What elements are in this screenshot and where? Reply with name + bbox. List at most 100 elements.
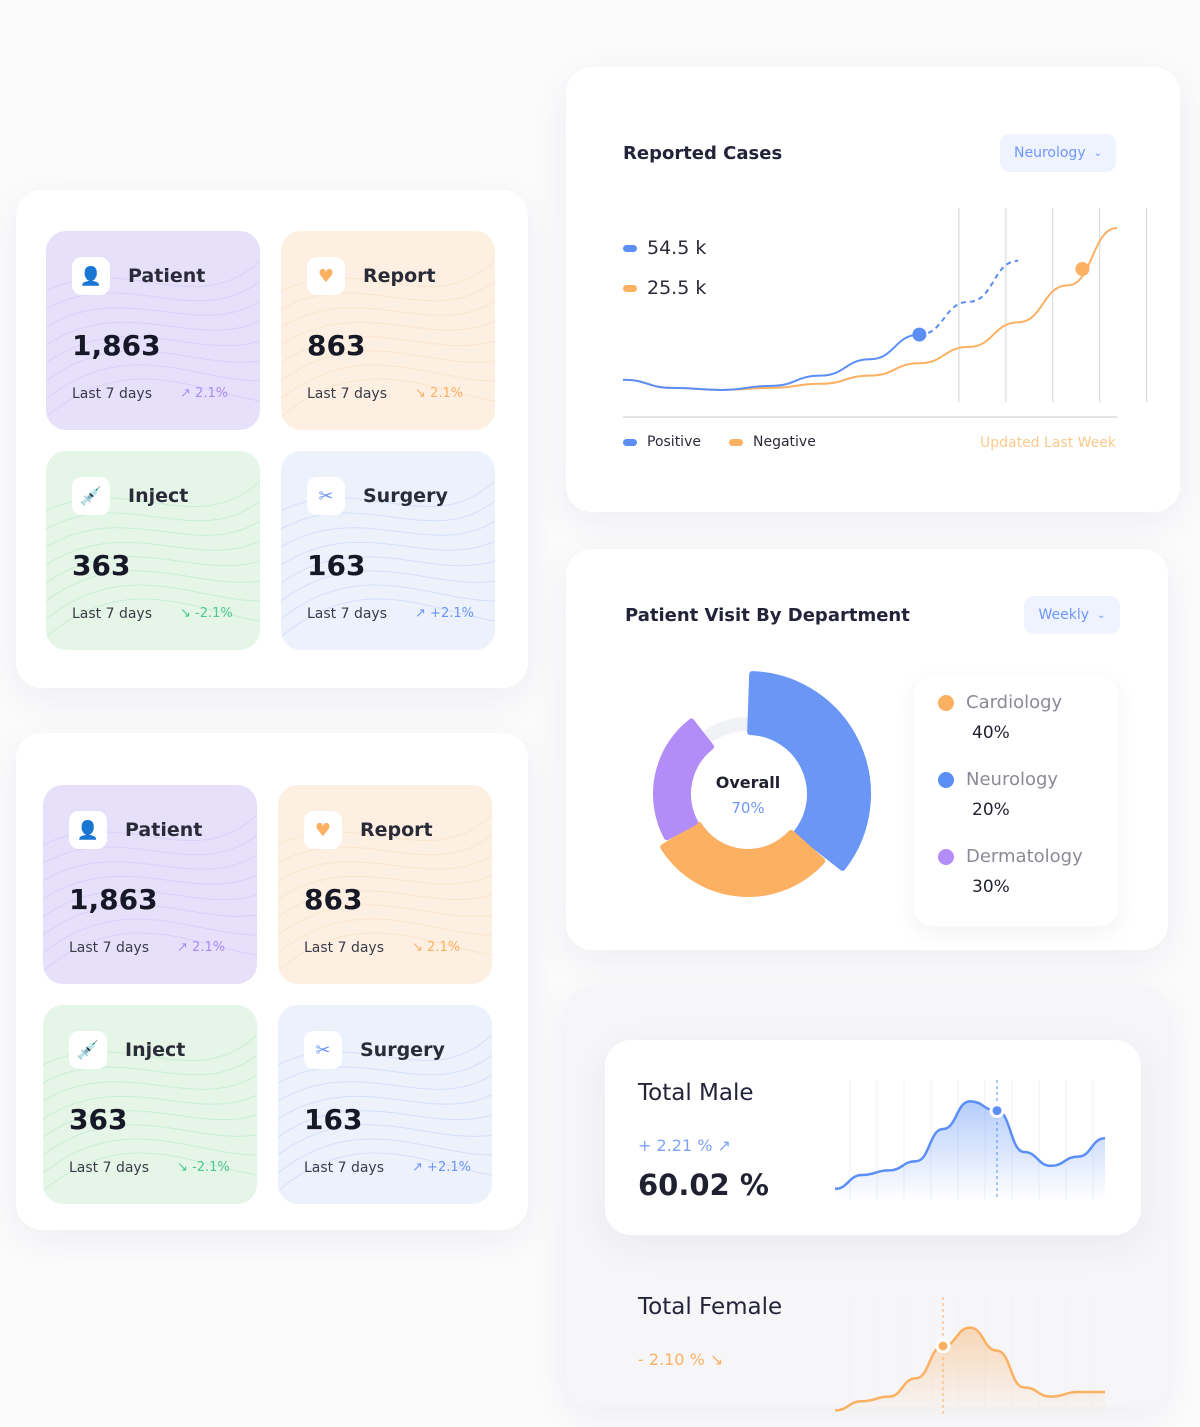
syringe-icon: 💉 xyxy=(69,1031,107,1069)
trend-up-icon: ↗ xyxy=(177,940,188,955)
tile-label: Surgery xyxy=(363,485,448,507)
reported-cases-title: Reported Cases xyxy=(623,143,783,164)
stat-tile-inject[interactable]: 💉 Inject 363 Last 7 days ↘ -2.1% xyxy=(43,1005,257,1204)
surgery-icon: ✂ xyxy=(304,1031,342,1069)
tile-value: 163 xyxy=(304,1103,363,1136)
trend-down-icon: ↘ xyxy=(415,386,426,401)
tile-label: Report xyxy=(360,819,433,841)
male-change: + 2.21 % ↗ xyxy=(638,1136,731,1155)
tile-change: ↘ -2.1% xyxy=(177,1160,230,1175)
patient-icon: 👤 xyxy=(72,257,110,295)
trend-down-icon: ↘ xyxy=(709,1350,724,1369)
department-donut-chart xyxy=(653,671,871,897)
trend-down-icon: ↘ xyxy=(177,1160,188,1175)
donut-center-label: Overall xyxy=(715,773,781,792)
slice-neurology xyxy=(747,671,871,871)
heart-hand-icon: ♥ xyxy=(304,811,342,849)
trend-up-icon: ↗ xyxy=(412,1160,423,1175)
tile-label: Patient xyxy=(128,265,206,287)
filter-value: Weekly xyxy=(1038,607,1090,623)
surgery-icon: ✂ xyxy=(307,477,345,515)
updated-label: Updated Last Week xyxy=(979,435,1116,451)
tile-value: 363 xyxy=(72,549,131,582)
male-title: Total Male xyxy=(638,1080,754,1106)
tile-change: ↗ 2.1% xyxy=(180,386,229,401)
stats-card-1: 👤 Patient 1,863 Last 7 days ↗ 2.1% ♥ Rep… xyxy=(16,190,528,688)
tile-period: Last 7 days xyxy=(72,606,153,622)
department-filter-dropdown[interactable]: Neurology ⌄ xyxy=(1000,134,1116,172)
stat-tile-inject[interactable]: 💉 Inject 363 Last 7 days ↘ -2.1% xyxy=(46,451,260,650)
male-area-chart xyxy=(835,1080,1106,1200)
legend-positive: Positive xyxy=(623,434,701,450)
tile-value: 363 xyxy=(69,1103,128,1136)
female-title: Total Female xyxy=(638,1294,783,1320)
tile-value: 863 xyxy=(304,883,363,916)
trend-up-icon: ↗ xyxy=(717,1136,731,1155)
gender-card: Total Male + 2.21 % ↗ 60.02 % Total Fema… xyxy=(566,987,1168,1417)
positive-line xyxy=(622,333,920,391)
tile-label: Inject xyxy=(125,1039,186,1061)
department-item-cardiology: Cardiology 40% xyxy=(938,692,1062,743)
patient-visit-card: Patient Visit By Department Weekly ⌄ Over… xyxy=(566,549,1168,950)
area-fill xyxy=(835,1327,1105,1417)
tile-change: ↘ 2.1% xyxy=(412,940,461,955)
stat-tile-patient[interactable]: 👤 Patient 1,863 Last 7 days ↗ 2.1% xyxy=(43,785,257,984)
tile-value: 1,863 xyxy=(69,883,158,916)
negative-value: 25.5 k xyxy=(623,277,706,299)
stats-card-2: 👤 Patient 1,863 Last 7 days ↗ 2.1% ♥ Rep… xyxy=(16,733,528,1230)
department-percent: 40% xyxy=(972,723,1010,743)
chevron-down-icon: ⌄ xyxy=(1093,147,1102,159)
wave-pattern xyxy=(281,260,495,418)
tile-change: ↘ 2.1% xyxy=(415,386,464,401)
area-fill xyxy=(835,1101,1105,1200)
legend-negative: Negative xyxy=(729,434,816,450)
tile-value: 163 xyxy=(307,549,366,582)
stat-tile-surgery[interactable]: ✂ Surgery 163 Last 7 days ↗ +2.1% xyxy=(278,1005,492,1204)
trend-up-icon: ↗ xyxy=(180,386,191,401)
department-item-neurology: Neurology 20% xyxy=(938,769,1058,820)
slice-cardiology xyxy=(660,821,826,897)
stat-tile-patient[interactable]: 👤 Patient 1,863 Last 7 days ↗ 2.1% xyxy=(46,231,260,430)
filter-value: Neurology xyxy=(1014,145,1086,161)
negative-point xyxy=(1075,262,1090,276)
tile-period: Last 7 days xyxy=(69,940,150,956)
department-item-dermatology: Dermatology 30% xyxy=(938,846,1083,897)
tile-change: ↗ +2.1% xyxy=(415,606,474,621)
heart-hand-icon: ♥ xyxy=(307,257,345,295)
female-area-chart xyxy=(835,1297,1105,1417)
stat-tile-surgery[interactable]: ✂ Surgery 163 Last 7 days ↗ +2.1% xyxy=(281,451,495,650)
tile-change: ↘ -2.1% xyxy=(180,606,233,621)
total-male-card: Total Male + 2.21 % ↗ 60.02 % xyxy=(605,1040,1141,1235)
stat-tile-report[interactable]: ♥ Report 863 Last 7 days ↘ 2.1% xyxy=(281,231,495,430)
trend-up-icon: ↗ xyxy=(415,606,426,621)
color-dot xyxy=(938,771,954,788)
chevron-down-icon: ⌄ xyxy=(1097,609,1106,621)
color-dot xyxy=(938,848,954,865)
tile-period: Last 7 days xyxy=(307,606,388,622)
tile-period: Last 7 days xyxy=(72,386,153,402)
period-filter-dropdown[interactable]: Weekly ⌄ xyxy=(1024,596,1120,634)
department-percent: 20% xyxy=(972,800,1010,820)
wave-pattern xyxy=(46,480,260,638)
tile-period: Last 7 days xyxy=(69,1160,150,1176)
tile-label: Surgery xyxy=(360,1039,445,1061)
positive-point xyxy=(912,327,927,342)
wave-pattern xyxy=(46,260,260,418)
patient-icon: 👤 xyxy=(69,811,107,849)
tile-value: 863 xyxy=(307,329,366,362)
tile-label: Inject xyxy=(128,485,189,507)
patient-visit-title: Patient Visit By Department xyxy=(625,605,910,626)
tile-label: Report xyxy=(363,265,436,287)
wave-pattern xyxy=(278,814,492,972)
positive-value: 54.5 k xyxy=(623,237,706,259)
tile-value: 1,863 xyxy=(72,329,161,362)
reported-cases-card: Reported Cases Neurology ⌄ 54.5 k 25.5 k … xyxy=(566,67,1180,512)
tile-label: Patient xyxy=(125,819,203,841)
tile-period: Last 7 days xyxy=(307,386,388,402)
trend-down-icon: ↘ xyxy=(412,940,423,955)
area-line xyxy=(835,1100,1106,1191)
tile-change: ↗ +2.1% xyxy=(412,1160,471,1175)
highlight-point xyxy=(935,1338,951,1354)
stat-tile-report[interactable]: ♥ Report 863 Last 7 days ↘ 2.1% xyxy=(278,785,492,984)
trend-down-icon: ↘ xyxy=(180,606,191,621)
